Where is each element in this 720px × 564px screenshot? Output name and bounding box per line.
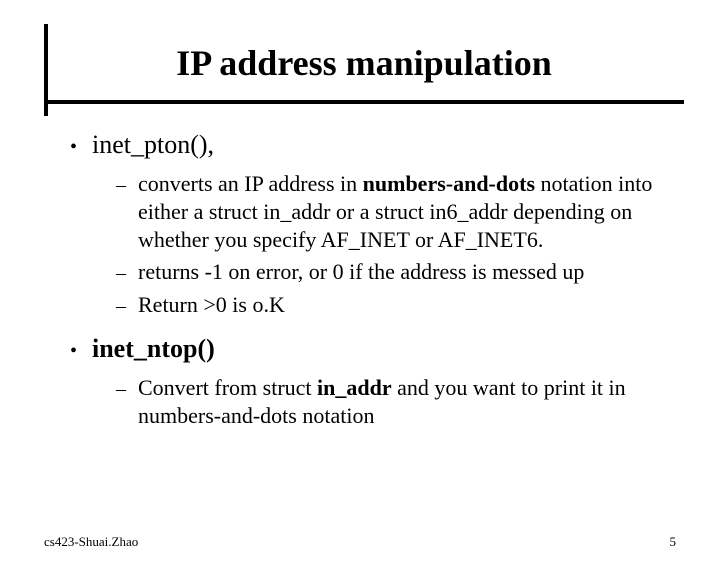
slide-title: IP address manipulation: [44, 24, 684, 100]
list-item-text: returns -1 on error, or 0 if the address…: [138, 258, 584, 286]
list-item-label: inet_pton(),: [92, 130, 214, 160]
sublist: – Convert from struct in_addr and you wa…: [116, 374, 680, 430]
list-item-text: Convert from struct in_addr and you want…: [138, 374, 680, 430]
dash-icon: –: [116, 173, 138, 199]
list-item-text: Return >0 is o.K: [138, 291, 285, 319]
list-item: – Return >0 is o.K: [116, 291, 680, 320]
footer-left: cs423-Shuai.Zhao: [44, 534, 138, 550]
list-item: • inet_pton(),: [70, 130, 680, 160]
footer: cs423-Shuai.Zhao 5: [44, 534, 676, 550]
list-item: – returns -1 on error, or 0 if the addre…: [116, 258, 680, 287]
title-horizontal-rule: [44, 100, 684, 104]
dash-icon: –: [116, 261, 138, 287]
list-item: – converts an IP address in numbers-and-…: [116, 170, 680, 254]
list-item: • inet_ntop(): [70, 334, 680, 364]
body-area: • inet_pton(), – converts an IP address …: [70, 130, 680, 430]
bullet-dot-icon: •: [70, 340, 92, 363]
bullet-dot-icon: •: [70, 136, 92, 159]
dash-icon: –: [116, 294, 138, 320]
list-item-label: inet_ntop(): [92, 334, 215, 364]
list-item-text: converts an IP address in numbers-and-do…: [138, 170, 680, 254]
footer-page-number: 5: [670, 534, 677, 550]
dash-icon: –: [116, 377, 138, 403]
sublist: – converts an IP address in numbers-and-…: [116, 170, 680, 320]
title-vertical-rule: [44, 24, 48, 116]
title-area: IP address manipulation: [44, 24, 684, 104]
list-item: – Convert from struct in_addr and you wa…: [116, 374, 680, 430]
